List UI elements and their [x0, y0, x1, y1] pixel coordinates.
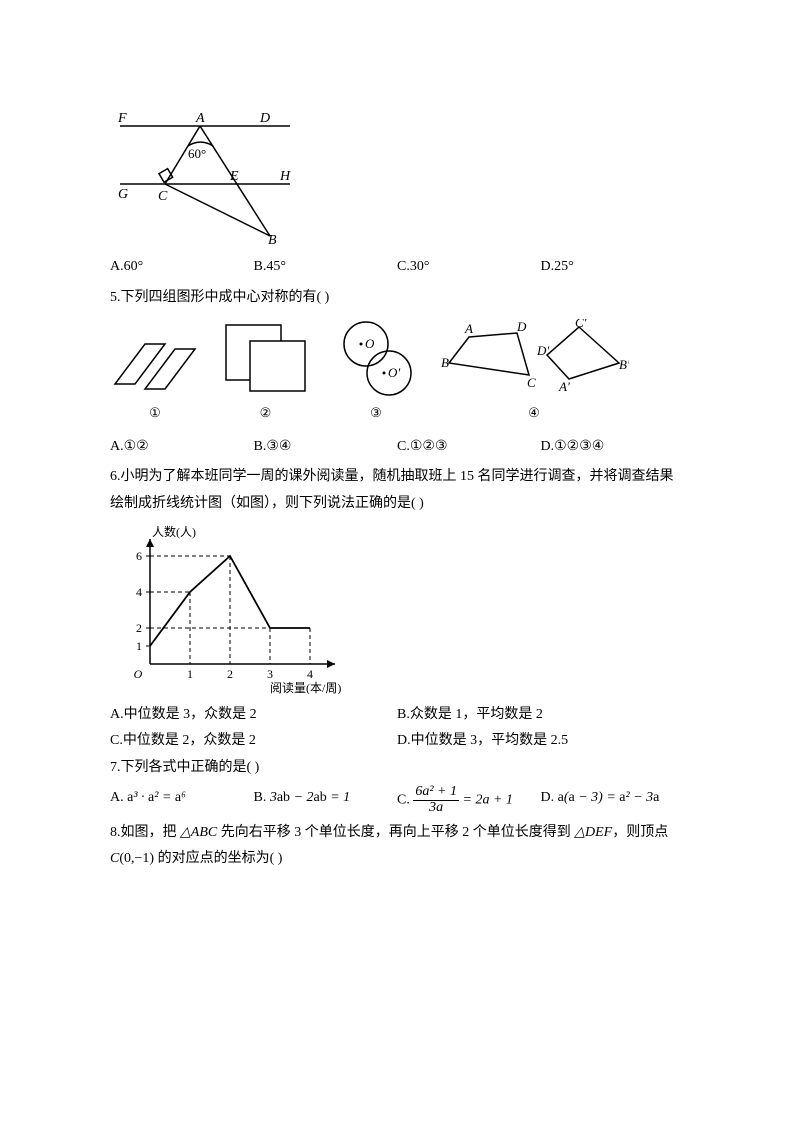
q5-num2: ② — [218, 401, 313, 426]
svg-text:O: O — [134, 667, 143, 681]
q7-opt-C: C. 6a² + 13a = 2a + 1 — [397, 785, 541, 815]
q6-svg: 1 2 4 6 1 2 3 4 O 人数(人) 阅读量(本/周) — [110, 524, 370, 694]
q8-l2-coord: (0,−1) — [119, 851, 154, 866]
q6-opt-D: D.中位数是 3，平均数是 2.5 — [397, 728, 684, 755]
q7-B-pre: B. — [254, 790, 270, 805]
q5-lBp: B' — [619, 357, 629, 372]
q4-opt-D: D.25° — [541, 254, 685, 281]
q4-options: A.60° B.45° C.30° D.25° — [110, 254, 684, 281]
q8-line1: 8.如图，把 △ABC 先向右平移 3 个单位长度，再向上平移 2 个单位长度得… — [110, 820, 684, 847]
q5-figures: ① ② O O' ③ — [110, 319, 684, 426]
q5-opt-C: C.①②③ — [397, 434, 541, 461]
q6-chart: 1 2 4 6 1 2 3 4 O 人数(人) 阅读量(本/周) — [110, 524, 684, 694]
q5-lCp: C' — [575, 319, 587, 330]
q5-lDp: D' — [536, 343, 549, 358]
q8-l2-pre: C — [110, 851, 119, 866]
q7-B-math: 3ab − 2ab = 1 — [270, 790, 350, 805]
q5-opt-A: A.①② — [110, 434, 254, 461]
label-H: H — [279, 169, 291, 184]
label-A: A — [195, 111, 205, 126]
q5-lAp: A' — [558, 379, 570, 394]
q5-num3: ③ — [331, 401, 421, 426]
q6-opt-B: B.众数是 1，平均数是 2 — [397, 702, 684, 729]
q7-C-frac: 6a² + 13a — [413, 785, 459, 815]
label-B: B — [268, 233, 277, 246]
q5-num1: ① — [110, 401, 200, 426]
svg-text:6: 6 — [136, 549, 142, 563]
q7-opt-B: B. 3ab − 2ab = 1 — [254, 785, 398, 815]
svg-text:1: 1 — [136, 639, 142, 653]
label-Op: O' — [388, 365, 400, 380]
q6-options-row2: C.中位数是 2，众数是 2 D.中位数是 3，平均数是 2.5 — [110, 728, 684, 755]
label-O: O — [365, 336, 375, 351]
q7-options: A. a³ · a² = a⁶ B. 3ab − 2ab = 1 C. 6a² … — [110, 785, 684, 815]
q8-p1: 8.如图，把 — [110, 825, 180, 840]
q7-stem: 7.下列各式中正确的是( ) — [110, 755, 684, 782]
svg-text:2: 2 — [227, 667, 233, 681]
q7-D-pre: D. — [541, 790, 558, 805]
q8-tri2: △DEF — [574, 825, 612, 840]
q5-lC: C — [527, 375, 536, 390]
svg-text:3: 3 — [267, 667, 273, 681]
q5-lD: D — [516, 319, 527, 334]
label-G: G — [118, 187, 128, 202]
q7-opt-D: D. a(a − 3) = a² − 3a — [541, 785, 685, 815]
q8-tri1: △ABC — [180, 825, 217, 840]
label-C: C — [158, 189, 168, 204]
q7-A-pre: A. — [110, 790, 127, 805]
q7-C-num: 6a² + 1 — [413, 785, 459, 801]
q6-options-row1: A.中位数是 3，众数是 2 B.众数是 1，平均数是 2 — [110, 702, 684, 729]
svg-text:4: 4 — [307, 667, 313, 681]
q4-figure: F A D G C E H B 60° — [110, 106, 684, 246]
q5-options: A.①② B.③④ C.①②③ D.①②③④ — [110, 434, 684, 461]
q5-shape3: O O' — [331, 319, 421, 399]
label-E: E — [229, 169, 239, 184]
q8-p2: 先向右平移 3 个单位长度，再向上平移 2 个单位长度得到 — [217, 825, 574, 840]
q7-opt-A: A. a³ · a² = a⁶ — [110, 785, 254, 815]
q6-opt-A: A.中位数是 3，众数是 2 — [110, 702, 397, 729]
q7-C-den: 3a — [413, 801, 459, 816]
q5-opt-B: B.③④ — [254, 434, 398, 461]
q4-opt-C: C.30° — [397, 254, 541, 281]
label-D: D — [259, 111, 270, 126]
q7-C-pre: C. — [397, 793, 413, 808]
q6-stem: 6.小明为了解本班同学一周的课外阅读量，随机抽取班上 15 名同学进行调查，并将… — [110, 464, 684, 517]
q8-l2-post: 的对应点的坐标为( ) — [154, 851, 282, 866]
q5-lA: A — [464, 321, 473, 336]
q5-num4: ④ — [439, 401, 629, 426]
q5-shape1 — [110, 329, 200, 399]
label-F: F — [117, 111, 127, 126]
q5-shape4: A D B C C' D' A' B' — [439, 319, 629, 399]
q5-shape2 — [218, 319, 313, 399]
q7-A-math: a³ · a² = a⁶ — [127, 790, 186, 805]
svg-text:2: 2 — [136, 621, 142, 635]
svg-text:1: 1 — [187, 667, 193, 681]
svg-text:阅读量(本/周): 阅读量(本/周) — [270, 681, 341, 694]
q5-opt-D: D.①②③④ — [541, 434, 685, 461]
svg-text:4: 4 — [136, 585, 142, 599]
q4-opt-B: B.45° — [254, 254, 398, 281]
label-angle: 60° — [188, 146, 206, 161]
q8-p3: ，则顶点 — [612, 825, 668, 840]
q4-svg: F A D G C E H B 60° — [110, 106, 310, 246]
q8-line2: C(0,−1) 的对应点的坐标为( ) — [110, 846, 684, 873]
q6-opt-C: C.中位数是 2，众数是 2 — [110, 728, 397, 755]
q7-C-rhs: = 2a + 1 — [459, 793, 513, 808]
q7-D-math: a(a − 3) = a² − 3a — [558, 790, 660, 805]
svg-text:人数(人): 人数(人) — [152, 524, 196, 539]
q5-lB: B — [441, 355, 449, 370]
q5-stem: 5.下列四组图形中成中心对称的有( ) — [110, 285, 684, 312]
q4-opt-A: A.60° — [110, 254, 254, 281]
